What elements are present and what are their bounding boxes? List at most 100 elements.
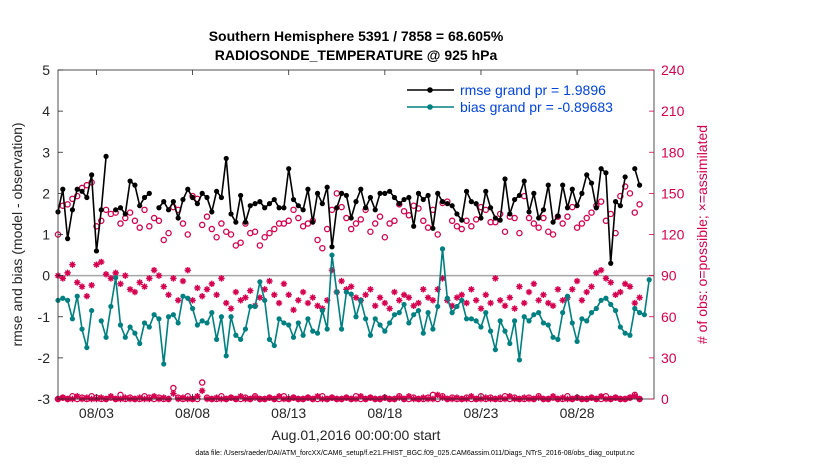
bias-series-point (593, 305, 599, 312)
rmse-series-point (271, 196, 277, 203)
obs-possible-marker (573, 224, 581, 231)
bias-series-point (334, 289, 340, 295)
obs-assimilated-marker (458, 291, 465, 299)
rmse-series-point (348, 215, 354, 221)
obs-possible-marker (280, 220, 288, 227)
obs-possible-marker (131, 217, 139, 225)
rmse-series-point (214, 188, 220, 194)
y-tick-label: 1 (42, 227, 50, 243)
bias-series-point (180, 293, 186, 299)
obs-assimilated-marker (83, 394, 91, 401)
obs-assimilated-marker (309, 294, 316, 301)
obs-possible-marker (453, 223, 461, 230)
rmse-series-point (69, 207, 76, 213)
obs-assimilated-marker (400, 291, 408, 299)
bias-series-point (132, 330, 138, 336)
obs-assimilated-marker (501, 302, 509, 309)
obs-assimilated-marker (453, 294, 461, 301)
obs-possible-marker (117, 220, 124, 227)
rmse-series-point (93, 248, 100, 254)
y-tick-label: 5 (42, 62, 50, 78)
bias-series-point (531, 312, 537, 318)
bias-series-point (588, 310, 595, 316)
bias-series-point (156, 316, 162, 322)
rmse-series-point (141, 194, 148, 201)
obs-assimilated-marker (150, 393, 158, 400)
rmse-series-point (343, 192, 349, 199)
bias-series-point (507, 340, 513, 347)
bias-series-point (502, 328, 508, 334)
bias-series-point (117, 322, 124, 328)
bias-series-point (636, 310, 643, 316)
bias-series-point (468, 316, 474, 322)
obs-possible-marker (376, 213, 384, 220)
obs-possible-marker (636, 201, 643, 208)
x-tick-label: 08/13 (271, 405, 306, 421)
obs-assimilated-marker (439, 394, 446, 401)
y2-tick-label: 30 (661, 350, 677, 366)
bias-series-point (290, 334, 297, 340)
obs-assimilated-marker (496, 394, 504, 401)
bias-series-point (579, 316, 585, 322)
obs-assimilated-marker (367, 286, 374, 293)
bias-series-point (425, 310, 431, 316)
obs-assimilated-marker (521, 299, 528, 307)
bias-series-point (189, 305, 196, 312)
obs-assimilated-marker (165, 291, 172, 299)
rmse-series-point (425, 192, 431, 199)
obs-assimilated-marker (597, 266, 605, 274)
obs-assimilated-marker (338, 277, 345, 285)
obs-assimilated-marker (98, 394, 105, 401)
obs-assimilated-marker (323, 297, 331, 304)
obs-assimilated-marker (179, 277, 187, 285)
rmse-series-point (242, 219, 249, 225)
obs-assimilated-marker (266, 394, 273, 401)
obs-assimilated-marker (285, 291, 292, 299)
rmse-series-point (516, 192, 523, 199)
obs-possible-marker (621, 183, 629, 190)
rmse-series-point (382, 190, 388, 196)
obs-assimilated-marker (391, 288, 398, 296)
x-tick-label: 08/23 (463, 405, 498, 421)
rmse-series-point (218, 194, 225, 201)
bias-series-point (627, 332, 633, 338)
bias-series-point (65, 297, 71, 303)
obs-assimilated-marker (607, 279, 614, 286)
rmse-series-point (252, 201, 258, 207)
obs-assimilated-marker (521, 394, 528, 401)
y-tick-label: 4 (42, 103, 50, 119)
obs-assimilated-marker (93, 261, 100, 268)
obs-assimilated-marker (64, 269, 71, 277)
obs-assimilated-marker (227, 305, 235, 312)
bias-series-point (242, 326, 249, 332)
legend-rmse-marker (427, 87, 433, 93)
rmse-series-point (372, 207, 378, 213)
obs-assimilated-marker (410, 302, 417, 309)
bias-series-point (439, 246, 446, 252)
obs-possible-marker (617, 192, 624, 200)
obs-assimilated-marker (314, 393, 321, 400)
y-tick-label: -2 (38, 350, 51, 366)
rmse-series-point (497, 217, 503, 223)
rmse-series-point (406, 194, 412, 201)
rmse-series-point (189, 194, 196, 201)
rmse-series-point (430, 225, 436, 231)
chart-title: Southern Hemisphere 5391 / 7858 = 68.605… (208, 28, 504, 44)
bias-series-point (372, 316, 378, 322)
y2-tick-label: 210 (661, 103, 685, 119)
legend-bias-label: bias grand pr = -0.89683 (460, 99, 613, 115)
obs-possible-marker (208, 225, 216, 233)
obs-assimilated-marker (69, 261, 76, 268)
obs-assimilated-marker (472, 297, 480, 304)
obs-possible-marker (559, 220, 566, 227)
rmse-series-point (512, 196, 518, 203)
obs-possible-marker (314, 236, 321, 244)
obs-assimilated-marker (602, 275, 610, 282)
rmse-series-point (569, 186, 575, 192)
bias-series-point (185, 295, 191, 301)
obs-possible-marker (352, 220, 360, 227)
obs-possible-marker (319, 244, 326, 252)
obs-assimilated-marker (227, 394, 235, 401)
obs-assimilated-marker (468, 393, 475, 400)
